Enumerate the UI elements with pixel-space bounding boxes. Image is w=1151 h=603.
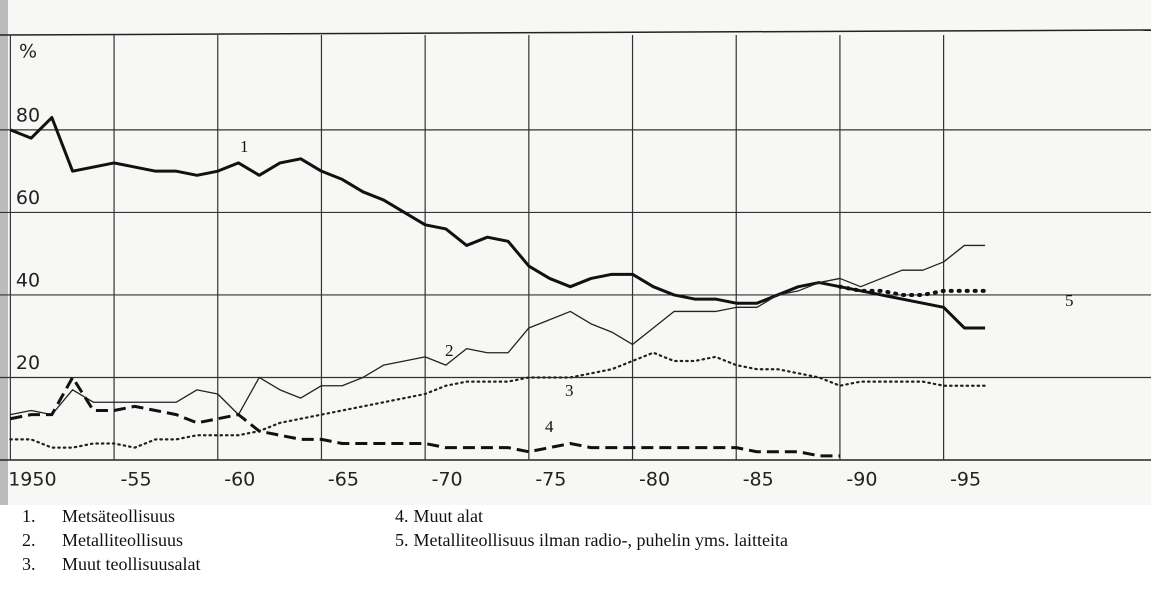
y-tick-label: 60	[16, 187, 40, 209]
legend-number: 4.	[395, 506, 409, 526]
line-label: 2	[445, 341, 454, 360]
legend-name: Muut alat	[414, 506, 484, 526]
legend-entry: 2. Metalliteollisuus	[22, 530, 183, 550]
legend-entry: 4. Muut alat	[395, 506, 483, 526]
x-tick-label: -55	[121, 469, 152, 491]
y-tick-label: 20	[16, 352, 40, 374]
legend-entry: 3. Muut teollisuusalat	[22, 554, 201, 574]
y-tick-label: 80	[16, 104, 40, 126]
line-series	[10, 244, 986, 416]
x-tick-label: -85	[743, 469, 774, 491]
scan-background	[0, 0, 1151, 505]
y-tick-label: 40	[16, 269, 40, 291]
line-series	[9, 351, 987, 449]
y-axis-label: %	[19, 41, 37, 63]
legend-entry: 5. Metalliteollisuus ilman radio-, puheli…	[395, 530, 788, 550]
legend-entry: 1. Metsäteollisuus	[22, 506, 175, 526]
x-tick-label: 1950	[8, 469, 56, 491]
line-series	[10, 375, 840, 458]
top-border	[0, 29, 1151, 36]
x-tick-label: -60	[224, 469, 255, 491]
x-tick-label: -95	[950, 469, 981, 491]
legend-name: Metalliteollisuus	[62, 530, 183, 550]
legend-name: Muut teollisuusalat	[62, 554, 201, 574]
scan-edge	[0, 0, 8, 505]
line-series	[9, 116, 986, 330]
line-label: 3	[565, 381, 574, 400]
x-tick-label: -75	[535, 469, 566, 491]
line-label: 1	[240, 137, 249, 156]
line-label: 4	[545, 417, 554, 436]
x-tick-label: -90	[846, 469, 877, 491]
legend-name: Metsäteollisuus	[62, 506, 175, 526]
x-tick-label: -70	[432, 469, 463, 491]
legend-number: 1.	[22, 506, 36, 526]
x-tick-label: -80	[639, 469, 670, 491]
legend-name: Metalliteollisuus ilman radio-, puhelin …	[414, 530, 788, 550]
x-tick-label: -65	[328, 469, 359, 491]
legend-number: 2.	[22, 530, 36, 550]
line-series	[837, 284, 988, 297]
legend-number: 5.	[395, 530, 409, 550]
legend-number: 3.	[22, 554, 36, 574]
line-label: 5	[1065, 291, 1074, 310]
